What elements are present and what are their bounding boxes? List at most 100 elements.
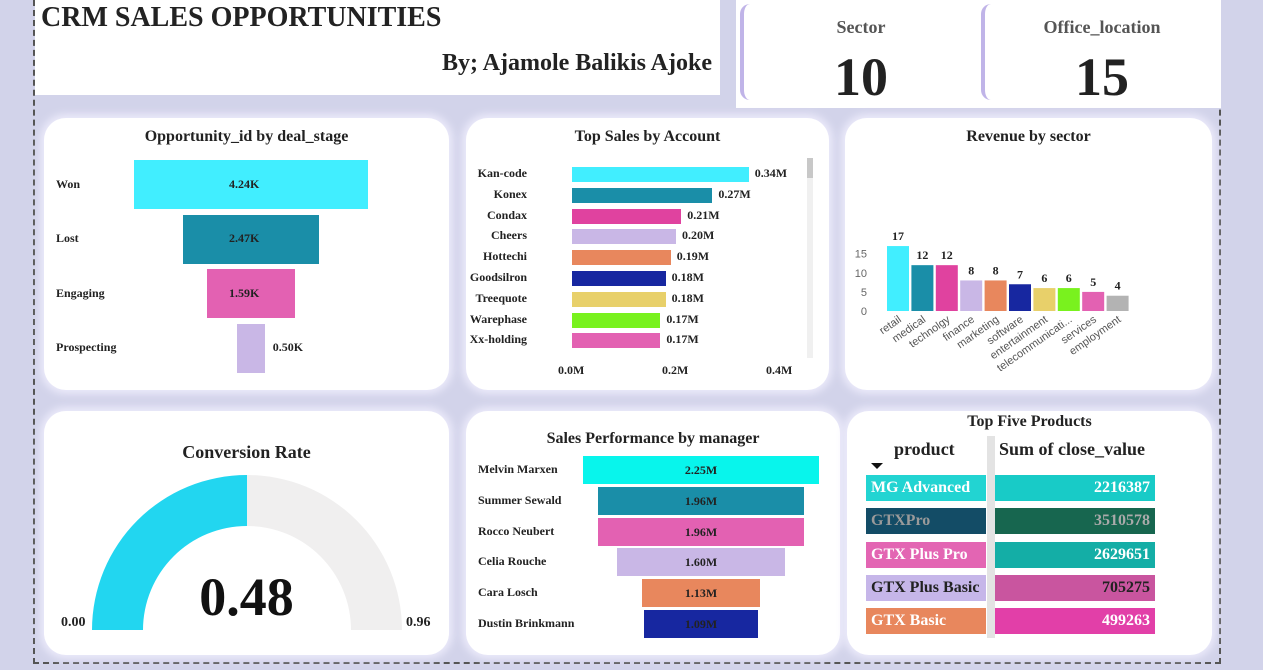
conversion-rate-card[interactable]: Conversion Rate 0.48 0.00 0.96 <box>44 411 449 655</box>
data-label: 0.19M <box>676 249 710 264</box>
close-value-cell[interactable]: 705275 <box>995 574 1155 601</box>
data-label: 8 <box>968 263 974 277</box>
sector-bar[interactable] <box>911 265 934 311</box>
chart-title: Sales Performance by manager <box>546 430 760 447</box>
data-label: 0.17M <box>666 311 699 326</box>
table-title: Top Five Products <box>967 413 1092 430</box>
sector-bar[interactable] <box>1106 295 1129 311</box>
scrollbar-track[interactable] <box>807 158 813 358</box>
sector-bar[interactable] <box>1057 288 1080 311</box>
manager-label: Summer Sewald <box>478 492 562 507</box>
author-byline: By; Ajamole Balikis Ajoke <box>441 50 712 76</box>
manager-bar[interactable] <box>641 579 761 608</box>
account-label: Hottechi <box>483 249 527 264</box>
data-label: 1.60M <box>684 555 718 570</box>
sector-bar[interactable] <box>1009 284 1031 311</box>
account-bar[interactable] <box>572 229 676 245</box>
gauge-min-label: 0.00 <box>61 615 86 630</box>
x-tick-label: 0.4M <box>766 363 793 377</box>
account-bar[interactable] <box>572 187 713 203</box>
account-bar[interactable] <box>572 208 682 224</box>
manager-bar[interactable] <box>598 517 804 546</box>
page-title: CRM SALES OPPORTUNITIES <box>41 2 442 33</box>
data-label: 8 <box>993 263 999 277</box>
data-label: 0.18M <box>671 290 704 305</box>
account-bar[interactable] <box>572 333 661 349</box>
column-divider <box>987 471 995 505</box>
chart-title: Conversion Rate <box>182 442 311 462</box>
sales-by-manager-card[interactable]: Sales Performance by manager Melvin Marx… <box>466 411 840 655</box>
y-tick-label: 15 <box>855 249 867 261</box>
close-value-cell[interactable]: 499263 <box>995 608 1155 635</box>
data-label: 4 <box>1115 279 1121 293</box>
manager-bar[interactable] <box>617 548 785 577</box>
sector-bar[interactable] <box>960 280 983 311</box>
x-tick-label: 0.0M <box>558 363 585 377</box>
kpi-card-office-location[interactable]: Office_location 15 <box>981 4 1219 107</box>
account-bar[interactable] <box>572 312 661 328</box>
kpi-label: Sector <box>836 17 886 37</box>
data-label: 4.24K <box>229 176 260 191</box>
data-label: 0.21M <box>687 207 720 222</box>
gauge-fill[interactable] <box>92 475 247 630</box>
product-cell[interactable]: GTX Basic <box>866 608 986 635</box>
column-divider <box>987 436 995 476</box>
funnel-bar[interactable] <box>237 323 265 373</box>
y-tick-label: 0 <box>861 306 867 318</box>
column-divider <box>987 604 995 639</box>
manager-bar[interactable] <box>643 610 759 638</box>
sector-bar[interactable] <box>1033 288 1056 311</box>
column-header-product[interactable]: product <box>894 439 955 459</box>
product-cell[interactable]: MG Advanced <box>866 475 986 501</box>
product-cell[interactable]: GTX Plus Pro <box>866 541 986 568</box>
scrollbar-thumb[interactable] <box>807 158 813 178</box>
sort-descending-icon[interactable] <box>871 463 883 469</box>
column-divider <box>987 504 995 539</box>
x-tick-label: 0.2M <box>662 363 689 377</box>
close-value-cell[interactable]: 3510578 <box>995 508 1155 535</box>
manager-bar[interactable] <box>583 456 819 484</box>
product-cell[interactable]: GTXPro <box>866 508 986 535</box>
deal-stage-funnel-card[interactable]: Opportunity_id by deal_stage Won 4.24K Los… <box>44 118 449 390</box>
manager-label: Dustin Brinkmann <box>478 616 575 630</box>
revenue-by-sector-card[interactable]: Revenue by sector 0 5 10 15 17 retail 12 medica… <box>845 118 1212 390</box>
close-value-cell[interactable]: 2629651 <box>995 541 1155 568</box>
funnel-bar[interactable] <box>134 160 368 209</box>
account-bar[interactable] <box>572 291 666 307</box>
y-tick-label: 10 <box>855 268 867 280</box>
account-bar[interactable] <box>572 271 666 286</box>
sector-bar[interactable] <box>887 246 909 311</box>
data-label: 1.13M <box>684 586 718 601</box>
account-label: Goodsilron <box>469 270 527 284</box>
funnel-bar[interactable] <box>207 269 295 318</box>
kpi-card-sector[interactable]: Sector 10 <box>740 4 978 107</box>
column-header-close-value[interactable]: Sum of close_value <box>999 439 1145 459</box>
gauge-chart <box>92 475 402 630</box>
chart-title: Top Sales by Account <box>574 128 721 145</box>
chart-title: Opportunity_id by deal_stage <box>144 128 349 145</box>
sector-bar[interactable] <box>1082 291 1105 311</box>
column-divider <box>987 537 995 572</box>
funnel-bar[interactable] <box>182 214 320 264</box>
sector-bar[interactable] <box>984 280 1007 311</box>
account-label: Kan-code <box>477 166 527 180</box>
account-label: Warephase <box>469 311 527 326</box>
manager-bar[interactable] <box>598 486 804 515</box>
manager-label: Rocco Neubert <box>478 523 555 538</box>
product-cell[interactable]: GTX Plus Basic <box>866 574 986 601</box>
funnel-stage-label: Lost <box>56 231 79 245</box>
data-label: 1.96M <box>684 524 718 539</box>
close-value-cell[interactable]: 2216387 <box>995 475 1155 501</box>
top-sales-account-card[interactable]: Top Sales by Account Kan-code 0.34M Konex 0… <box>466 118 829 390</box>
y-tick-label: 5 <box>861 287 867 299</box>
kpi-label: Office_location <box>1043 17 1161 37</box>
data-label: 6 <box>1066 271 1072 285</box>
account-bar[interactable] <box>572 167 749 182</box>
top-products-card[interactable]: Top Five Products product Sum of close_v… <box>847 411 1212 655</box>
data-label: 1.09M <box>684 617 718 631</box>
sector-bar[interactable] <box>935 265 958 311</box>
account-bar[interactable] <box>572 250 671 266</box>
kpi-panel: Sector 10 Office_location 15 <box>736 0 1221 108</box>
data-label: 0.17M <box>666 332 699 347</box>
manager-label: Cara Losch <box>478 585 538 600</box>
